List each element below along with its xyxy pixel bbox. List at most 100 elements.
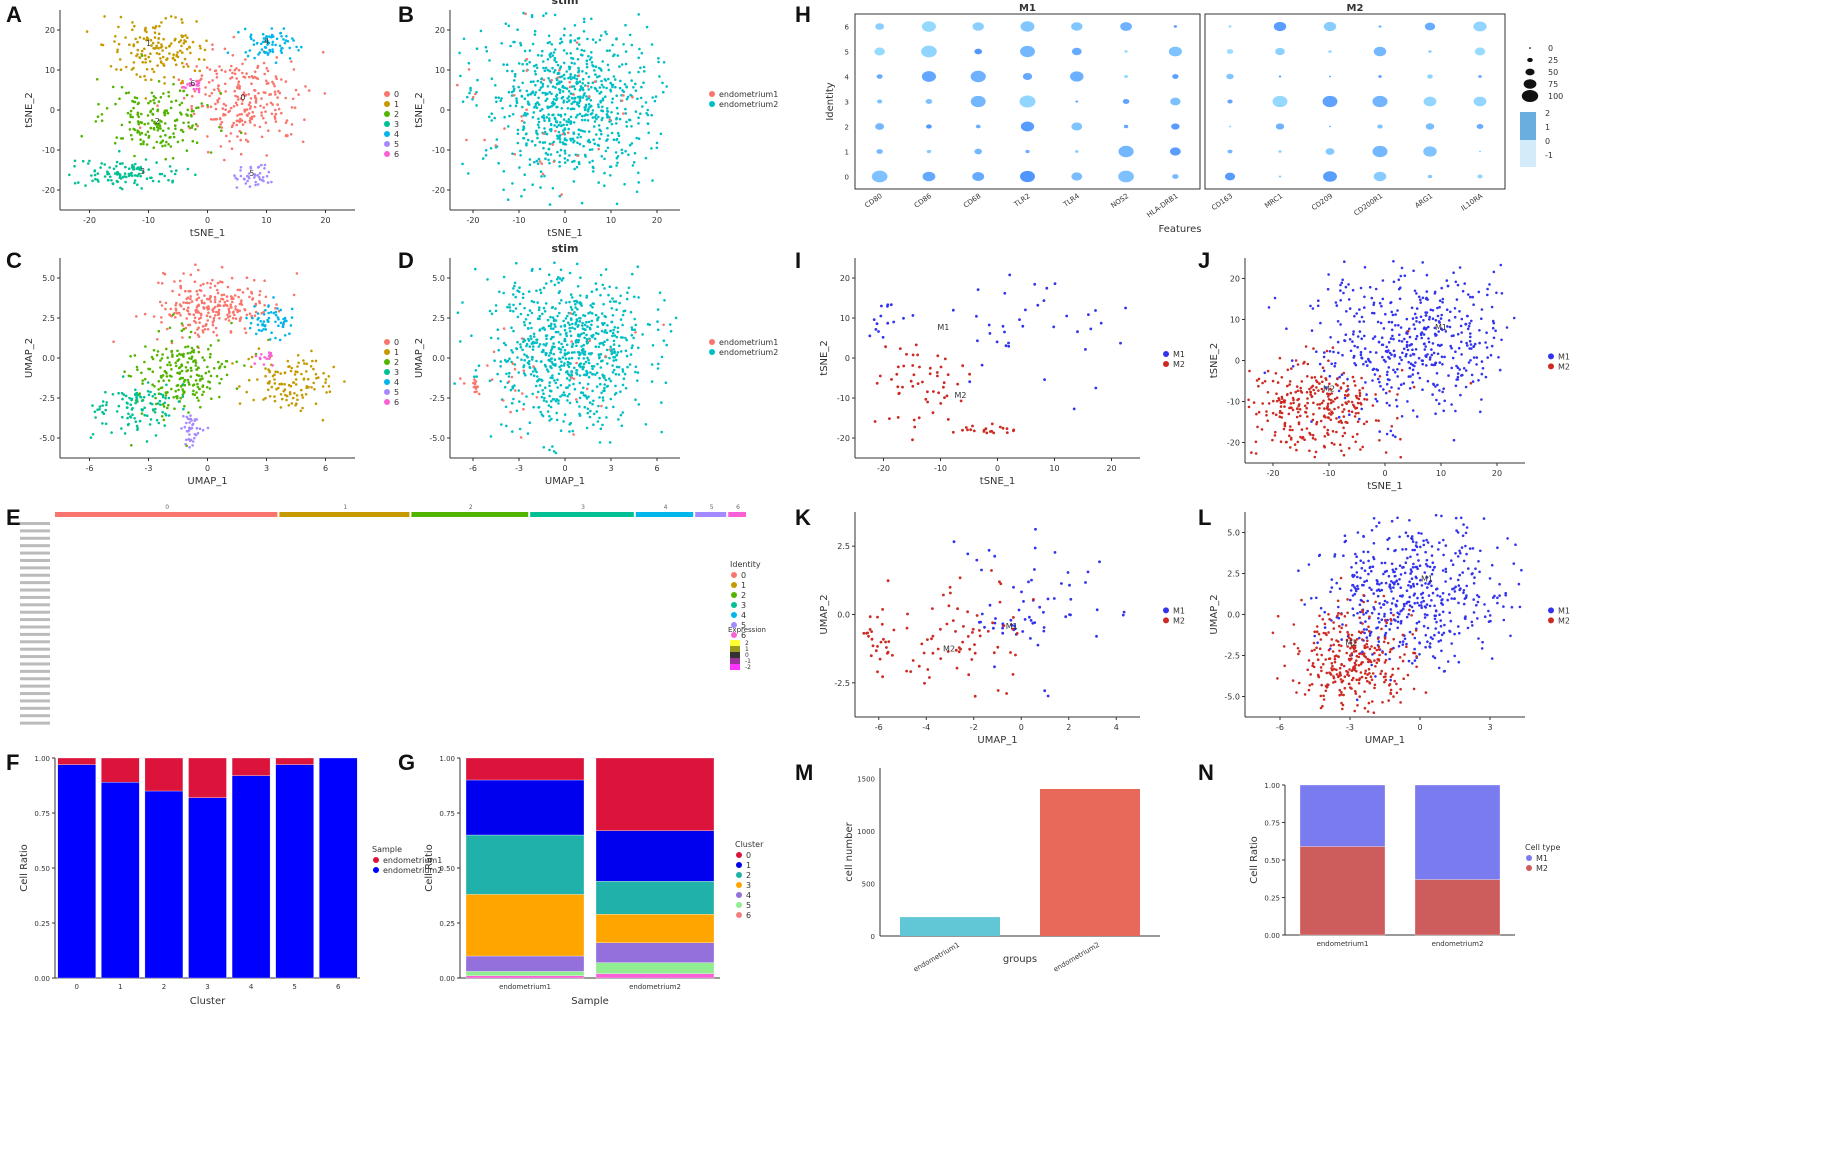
scatter-point (234, 94, 237, 98)
scatter-point (598, 137, 601, 141)
scatter-point (551, 445, 554, 448)
scatter-point (220, 129, 223, 132)
scatter-point (579, 85, 583, 88)
panel-letter-b: B (398, 2, 414, 27)
scatter-point (117, 25, 120, 29)
scatter-point (289, 369, 293, 373)
scatter-point (136, 48, 140, 52)
scatter-point (576, 136, 579, 139)
scatter-point (180, 113, 183, 116)
scatter-point (162, 92, 165, 95)
scatter-point (182, 65, 185, 69)
scatter-point (512, 397, 515, 401)
scatter-point (113, 141, 117, 145)
scatter-point (267, 320, 270, 323)
scatter-point (483, 138, 486, 142)
scatter-point (190, 357, 193, 361)
scatter-point (543, 174, 546, 178)
scatter-point (174, 63, 178, 66)
scatter-point (268, 357, 271, 361)
scatter-point (207, 370, 211, 373)
scatter-point (127, 412, 130, 416)
scatter-point (592, 333, 595, 337)
scatter-point (303, 118, 306, 121)
scatter-point (489, 435, 493, 438)
scatter-point (568, 99, 571, 102)
scatter-point (184, 345, 187, 349)
scatter-point (573, 366, 576, 370)
scatter-point (549, 122, 553, 126)
scatter-point (619, 79, 622, 83)
scatter-point (266, 388, 270, 392)
scatter-point (613, 326, 617, 329)
scatter-point (594, 87, 598, 91)
scatter-point (292, 39, 295, 42)
scatter-point (550, 360, 554, 364)
scatter-point (566, 363, 570, 367)
scatter-point (590, 17, 593, 21)
scatter-point (590, 56, 593, 59)
scatter-point (136, 111, 140, 115)
scatter-point (593, 69, 596, 72)
scatter-point (120, 427, 123, 430)
scatter-point (572, 85, 576, 88)
scatter-point (251, 115, 254, 119)
scatter-point (115, 160, 119, 164)
scatter-point (249, 165, 252, 169)
scatter-point (456, 83, 459, 87)
scatter-point (606, 114, 609, 117)
scatter-point (165, 375, 169, 378)
scatter-point (274, 306, 277, 310)
scatter-point (599, 34, 603, 37)
scatter-point (591, 402, 594, 406)
scatter-point (535, 106, 539, 110)
scatter-point (173, 124, 177, 127)
scatter-point (532, 365, 535, 368)
scatter-point (327, 385, 331, 388)
scatter-point (513, 363, 517, 366)
scatter-point (224, 108, 227, 111)
scatter-point (251, 110, 254, 114)
scatter-point (117, 404, 121, 408)
scatter-point (552, 327, 555, 331)
scatter-point (260, 48, 264, 51)
scatter-point (159, 403, 162, 407)
scatter-point (203, 48, 207, 52)
scatter-point (276, 307, 279, 310)
scatter-point (177, 366, 181, 370)
scatter-point (535, 63, 538, 67)
scatter-point (222, 102, 226, 106)
scatter-point (145, 30, 148, 34)
scatter-point (512, 293, 515, 296)
scatter-point (183, 57, 187, 61)
scatter-point (637, 122, 640, 125)
scatter-point (533, 70, 537, 73)
scatter-point (526, 93, 530, 97)
scatter-point (518, 400, 521, 403)
scatter-point (149, 99, 152, 103)
scatter-point (104, 408, 107, 412)
scatter-point (548, 381, 551, 384)
scatter-point (265, 103, 269, 106)
scatter-point (283, 371, 287, 375)
x-axis-label: UMAP_1 (545, 476, 585, 487)
scatter-point (507, 380, 511, 383)
scatter-point (266, 43, 269, 46)
scatter-point (225, 373, 229, 377)
scatter-point (290, 106, 294, 109)
scatter-point (182, 407, 185, 411)
scatter-point (147, 134, 151, 138)
scatter-point (559, 148, 563, 152)
scatter-point (195, 298, 198, 302)
scatter-point (520, 337, 524, 340)
scatter-point (563, 362, 566, 365)
scatter-point (208, 315, 212, 319)
scatter-point (615, 286, 618, 290)
scatter-point (551, 187, 555, 190)
scatter-point (192, 112, 196, 116)
scatter-point (467, 172, 470, 175)
scatter-point (565, 386, 568, 390)
scatter-point (548, 119, 551, 122)
scatter-point (561, 95, 565, 99)
scatter-point (538, 328, 542, 331)
